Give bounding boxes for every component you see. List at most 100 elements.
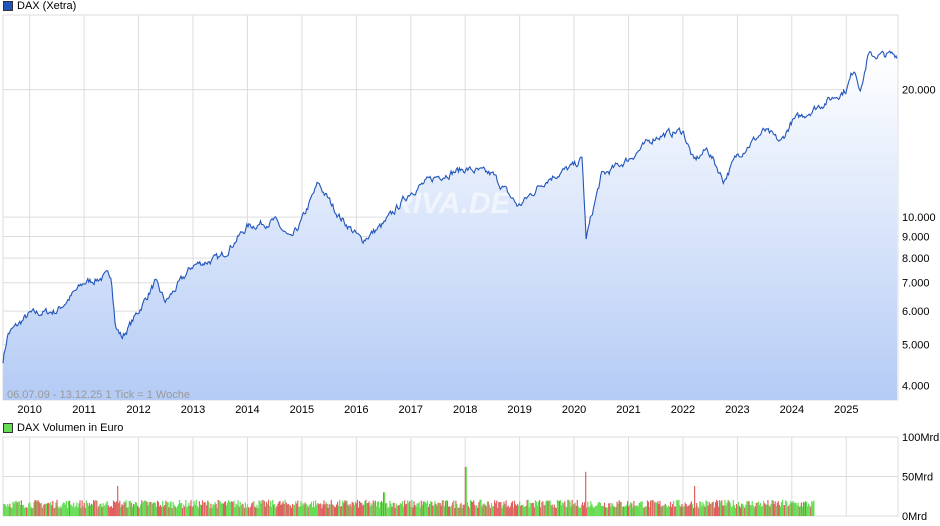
volume-bar (289, 505, 292, 516)
volume-bar (462, 504, 464, 516)
volume-bar (632, 507, 634, 516)
volume-bar (153, 502, 155, 516)
volume-bar (578, 508, 580, 516)
volume-bar (100, 503, 102, 516)
volume-bar (235, 503, 237, 516)
volume-bar (614, 507, 616, 516)
volume-bar (11, 508, 13, 516)
volume-bar (646, 500, 649, 516)
volume-legend-swatch (3, 423, 13, 433)
volume-y-tick-label: 50Mrd (902, 472, 933, 484)
volume-bar (333, 506, 335, 516)
volume-bar (361, 503, 363, 516)
volume-bar (266, 503, 268, 516)
volume-bar (517, 504, 519, 516)
volume-bar (329, 504, 331, 516)
volume-bar (573, 504, 575, 516)
volume-bar (765, 504, 767, 516)
volume-bar (771, 500, 773, 516)
volume-bar (143, 501, 145, 516)
volume-bar (593, 508, 595, 516)
volume-bar (198, 501, 200, 516)
volume-bar (764, 503, 766, 516)
volume-bar (121, 504, 123, 516)
volume-bar (31, 508, 33, 516)
volume-bar (521, 505, 523, 516)
volume-bar (737, 502, 740, 516)
volume-bar (724, 499, 726, 516)
volume-bar (668, 506, 670, 516)
volume-bar (326, 503, 328, 516)
volume-bar (529, 502, 531, 516)
volume-bar (227, 502, 229, 516)
volume-bar (217, 500, 219, 516)
volume-bar (346, 500, 348, 516)
volume-bar (245, 507, 248, 516)
volume-bar (383, 492, 385, 516)
volume-bar (274, 504, 276, 516)
volume-bar (319, 504, 321, 516)
volume-bar (509, 506, 511, 516)
volume-bar (663, 505, 665, 516)
volume-bar (812, 502, 814, 516)
volume-bar (146, 501, 148, 516)
volume-bar (101, 507, 103, 516)
volume-bar (246, 504, 249, 516)
volume-bar (410, 507, 412, 516)
volume-bar (714, 502, 717, 516)
volume-bar (154, 503, 156, 516)
volume-bar (118, 503, 120, 516)
volume-bar (138, 507, 140, 516)
volume-bar (172, 501, 174, 516)
volume-bar (131, 507, 133, 516)
volume-bar (220, 503, 222, 516)
volume-bar (295, 501, 297, 516)
volume-bar (387, 508, 389, 516)
volume-bar (638, 503, 640, 516)
volume-bar (150, 502, 152, 516)
volume-bar (163, 506, 165, 516)
volume-bar (728, 501, 730, 516)
volume-bar (575, 505, 577, 516)
volume-bar (763, 501, 765, 516)
volume-bar (137, 505, 139, 516)
volume-bar (79, 500, 81, 516)
volume-bar (199, 504, 201, 516)
volume-bar (331, 504, 333, 516)
volume-bar (589, 506, 591, 516)
volume-bar (50, 502, 52, 516)
volume-bar (623, 506, 625, 516)
volume-bar (466, 502, 468, 516)
volume-bar (643, 507, 645, 516)
volume-bar (197, 507, 199, 516)
volume-bar (372, 500, 374, 516)
volume-bar (287, 503, 289, 516)
volume-bar (286, 504, 288, 516)
volume-bar (128, 500, 130, 516)
volume-bar (423, 501, 426, 516)
volume-bar (240, 505, 242, 516)
volume-bar (776, 503, 778, 516)
volume-bar (194, 504, 196, 516)
volume-bar (808, 503, 810, 516)
volume-bar (545, 501, 547, 516)
volume-bar (775, 506, 777, 516)
x-tick-label: 2018 (453, 404, 477, 416)
volume-bar (357, 507, 360, 516)
volume-bar (473, 500, 475, 516)
volume-bar (127, 507, 129, 516)
volume-bar (687, 505, 689, 516)
volume-bar (144, 500, 146, 516)
volume-bar (14, 501, 16, 516)
volume-bar (88, 502, 90, 516)
volume-bar (275, 507, 277, 516)
volume-bar (330, 499, 332, 516)
volume-bar (497, 508, 499, 516)
volume-bar (602, 506, 605, 516)
volume-bar (67, 501, 70, 516)
volume-bar (459, 504, 461, 516)
volume-bar (10, 507, 12, 516)
volume-bar (260, 503, 262, 516)
volume-bar (588, 506, 590, 516)
volume-bar (755, 502, 757, 516)
